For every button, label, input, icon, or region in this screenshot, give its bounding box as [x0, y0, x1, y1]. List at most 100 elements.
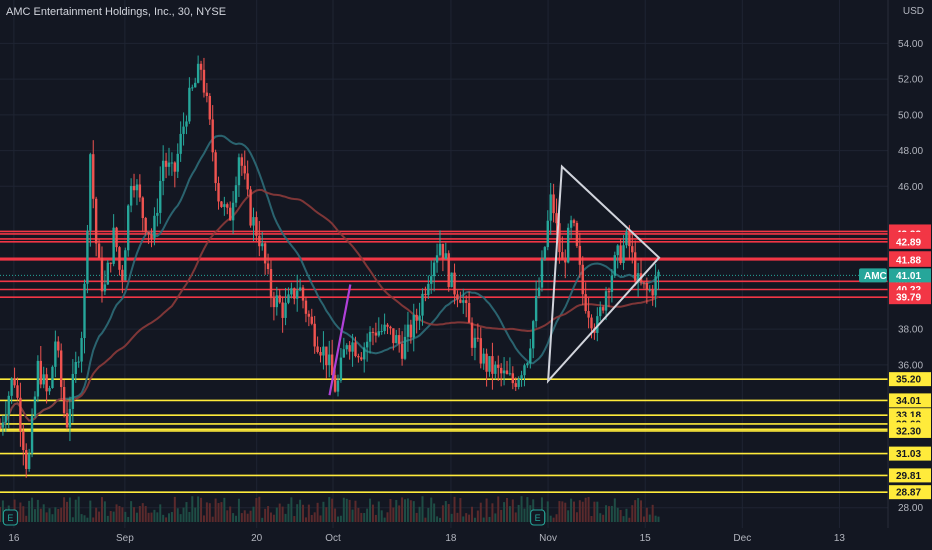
price-tick-label: 52.00 — [898, 75, 923, 86]
candle-body — [141, 197, 144, 219]
resistance-level-tag — [889, 234, 931, 249]
drawing-overlays[interactable] — [328, 164, 661, 396]
candle-body — [220, 201, 223, 207]
volume-bar — [200, 497, 203, 522]
volume-bar — [112, 511, 115, 522]
volume-bar — [60, 507, 63, 522]
volume-bar — [456, 512, 459, 522]
candle-body — [231, 202, 235, 221]
candle-body — [342, 349, 346, 358]
earnings-icon[interactable]: E — [530, 509, 546, 526]
volume-bar — [115, 504, 118, 522]
volume-bar — [191, 496, 194, 522]
candle-body — [389, 326, 392, 329]
candle-body — [30, 415, 34, 454]
volume-bar — [179, 514, 182, 522]
volume-bar — [156, 512, 159, 522]
volume-bar — [237, 498, 240, 522]
purple-trendline[interactable] — [328, 284, 352, 396]
candle-body — [365, 341, 369, 348]
volume-bar — [243, 510, 246, 522]
candle-body — [552, 194, 555, 214]
candle-body — [333, 375, 337, 392]
volume-bar — [625, 508, 628, 522]
volume-bar — [71, 517, 74, 522]
candle-body — [45, 374, 48, 392]
volume-bar — [366, 508, 369, 522]
candle-body — [304, 300, 308, 314]
candle-body — [208, 95, 211, 120]
candle-body — [462, 300, 465, 303]
candle-body — [176, 153, 179, 172]
volume-bar — [223, 497, 226, 522]
volume-bar — [31, 497, 34, 522]
earnings-icon[interactable]: E — [2, 509, 18, 526]
candle-body — [339, 357, 343, 381]
volume-bar — [447, 504, 450, 522]
volume-bar — [642, 516, 645, 522]
candle-body — [144, 218, 147, 233]
volume-bar — [173, 496, 176, 522]
volume-bar — [269, 512, 272, 522]
candle-body — [418, 315, 421, 321]
volume-bar — [100, 497, 103, 522]
candle-body — [161, 160, 165, 181]
volume-bar — [377, 501, 380, 522]
candle-body — [604, 291, 608, 311]
volume-bar — [654, 515, 657, 522]
price-tick-label: 54.00 — [898, 39, 923, 50]
candle-body — [290, 288, 293, 295]
candle-body — [601, 307, 605, 311]
currency-label[interactable]: USD — [902, 6, 924, 17]
triangle-drawing[interactable] — [546, 164, 661, 384]
support-level-value: 32.30 — [896, 426, 921, 437]
candles — [0, 55, 660, 478]
candle-body — [106, 262, 110, 285]
volume-bar — [471, 506, 474, 522]
candle-body — [438, 243, 442, 256]
candle-body — [392, 328, 395, 344]
candle-body — [293, 288, 296, 299]
horizontal-levels[interactable] — [0, 230, 888, 493]
candle-body — [441, 243, 445, 260]
volume-bar — [182, 507, 185, 522]
price-tags: 43.4743.3343.0542.8941.9741.8840.6840.22… — [859, 224, 931, 500]
candle-body — [657, 271, 660, 277]
volume-bar — [197, 496, 200, 522]
volume-bars — [0, 496, 660, 522]
candle-body — [319, 351, 322, 356]
volume-bar — [555, 514, 558, 522]
candle-body — [255, 217, 258, 236]
time-axis-panel[interactable] — [0, 528, 932, 550]
volume-bar — [342, 497, 345, 522]
resistance-level-tag — [889, 252, 931, 267]
volume-bar — [450, 513, 453, 522]
time-tick-label: Sep — [116, 533, 134, 544]
candle-body — [226, 204, 229, 208]
volume-bar — [103, 501, 106, 522]
candle-body — [36, 360, 40, 397]
candle-body — [42, 374, 45, 385]
volume-bar — [153, 509, 156, 522]
volume-bar — [202, 515, 205, 522]
volume-bar — [240, 513, 243, 522]
candle-body — [179, 133, 182, 154]
candle-body — [22, 431, 25, 451]
volume-bar — [0, 506, 1, 522]
time-axis[interactable]: 16 Sep 20 Oct 18 Nov 15 Dec 13 — [0, 528, 932, 550]
volume-bar — [517, 504, 520, 522]
candle-body — [374, 332, 378, 336]
volume-bar — [19, 502, 22, 522]
candle-body — [450, 272, 453, 288]
volume-bar — [619, 509, 622, 522]
candle-body — [610, 275, 614, 292]
candle-body — [584, 294, 587, 312]
volume-bar — [613, 498, 616, 522]
candle-body — [25, 450, 28, 469]
volume-bar — [505, 498, 508, 522]
volume-bar — [33, 509, 36, 522]
volume-bar — [409, 500, 412, 522]
